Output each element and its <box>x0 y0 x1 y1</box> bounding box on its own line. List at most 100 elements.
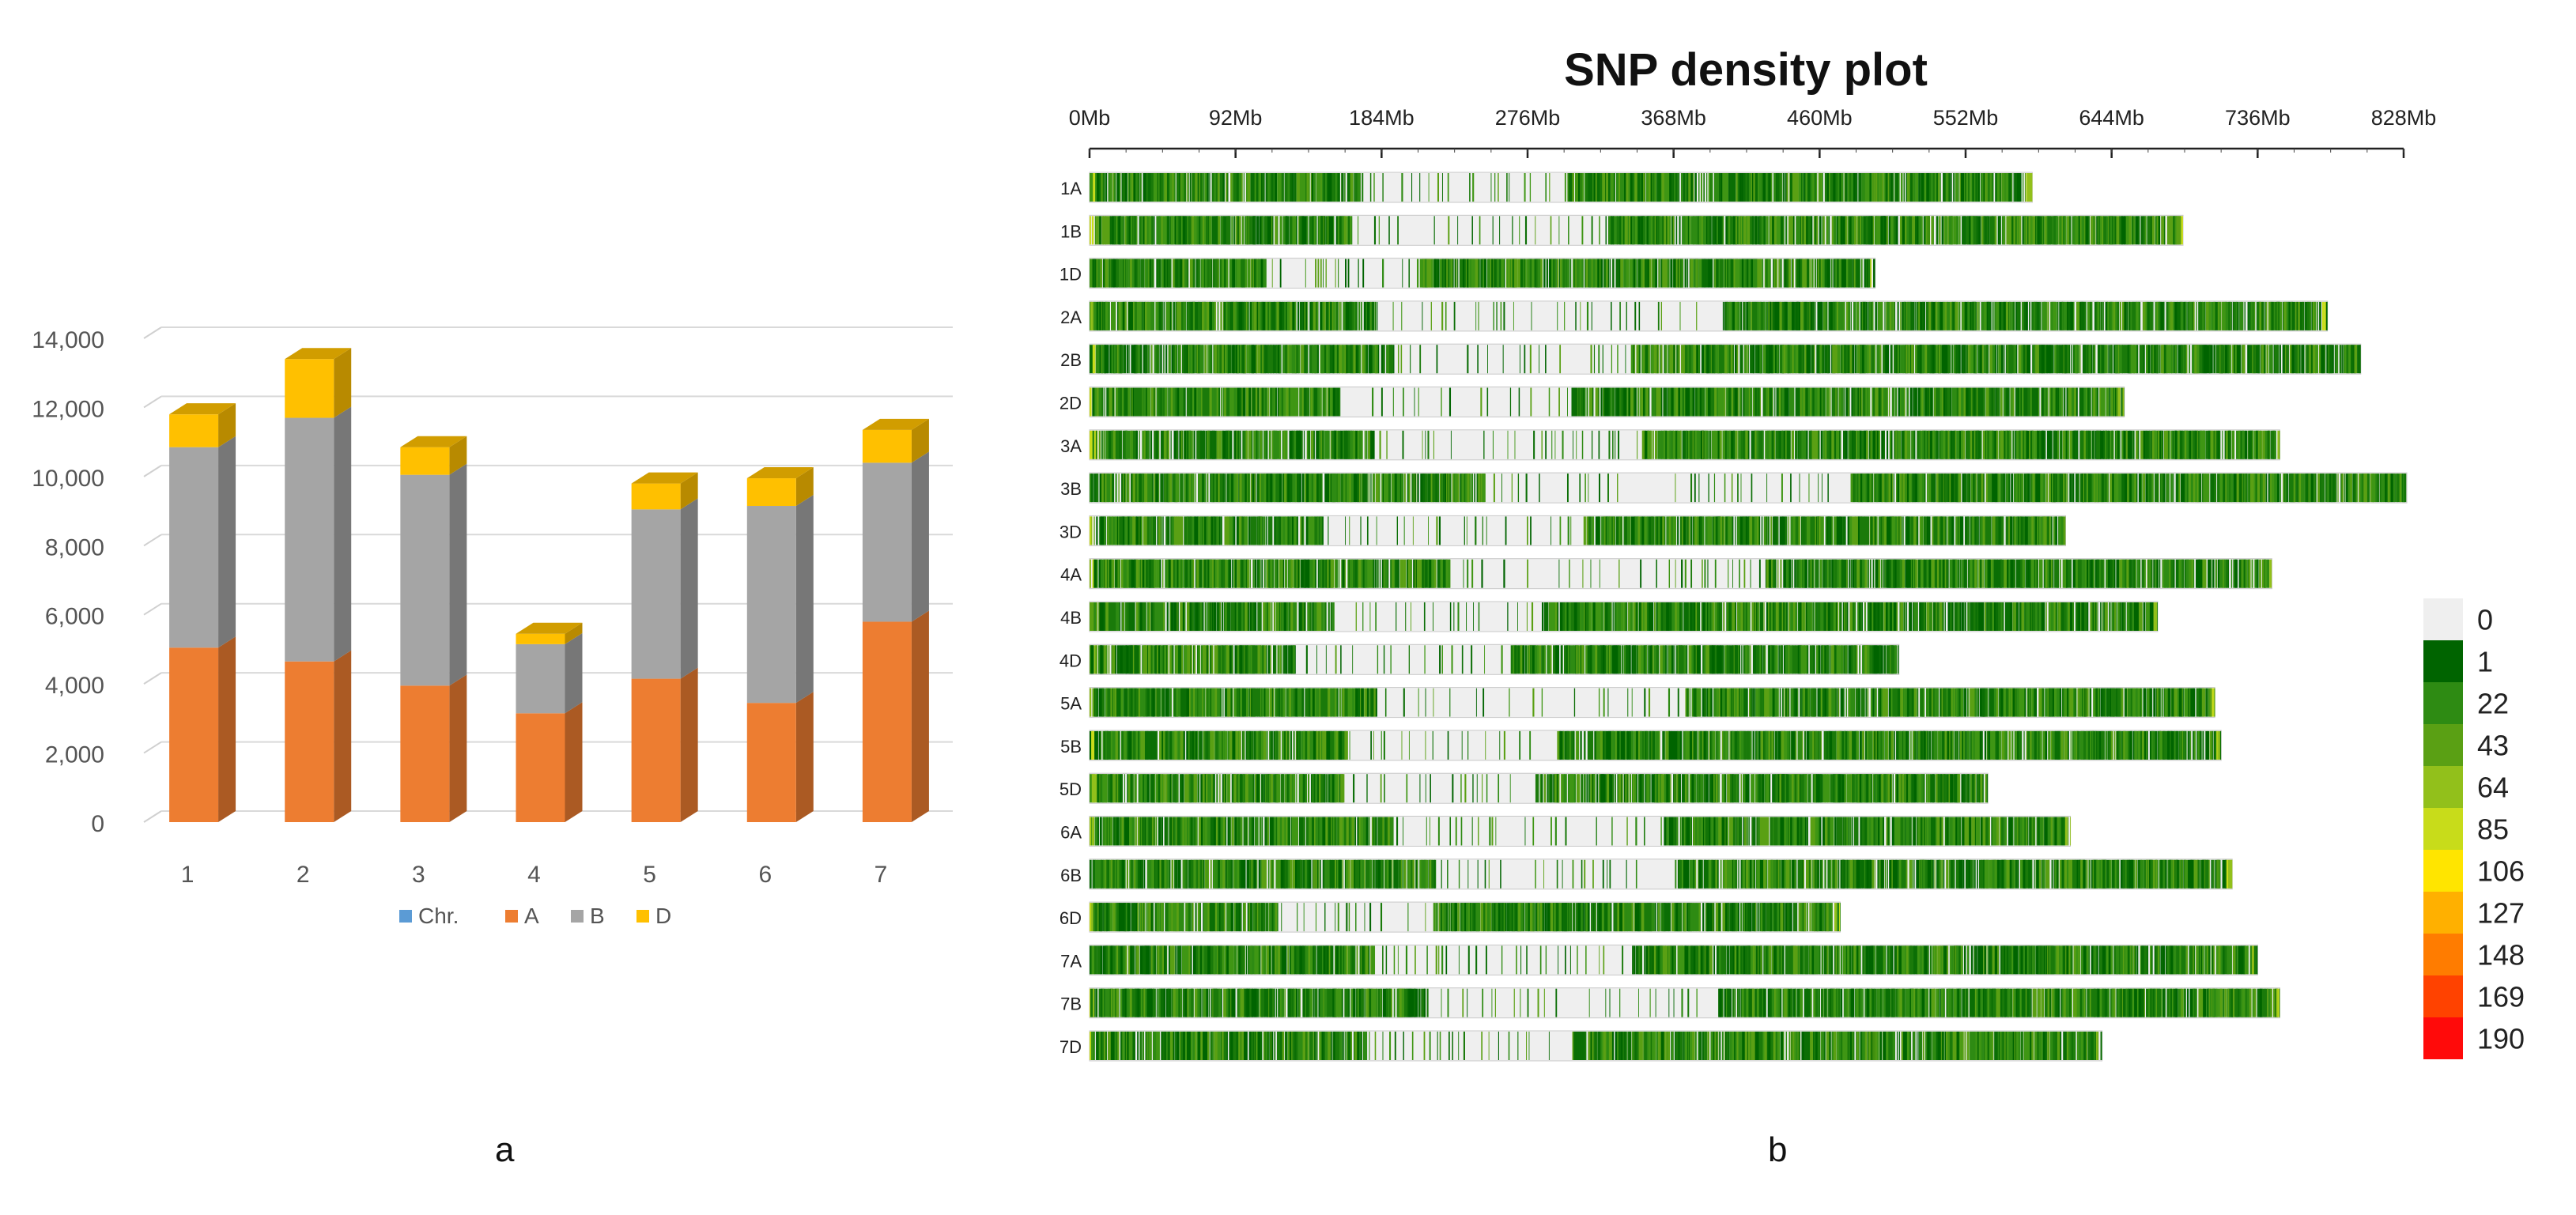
density-strip <box>1860 216 1861 244</box>
density-strip <box>1237 560 1240 588</box>
density-strip <box>2040 474 2043 502</box>
density-strip <box>1263 516 1266 545</box>
density-strip <box>2079 345 2080 373</box>
density-strip <box>1221 216 1222 244</box>
density-strip <box>1237 431 1239 459</box>
density-strip <box>1493 216 1494 244</box>
density-strip <box>2170 302 2174 330</box>
density-strip <box>1829 560 1831 588</box>
density-strip <box>1868 560 1869 588</box>
density-strip <box>2359 474 2360 502</box>
legend-label: B <box>590 904 605 928</box>
density-strip <box>1119 560 1120 588</box>
density-strip <box>1388 560 1389 588</box>
density-strip <box>1617 474 1618 502</box>
density-strip <box>1152 474 1154 502</box>
density-strip <box>1144 516 1146 545</box>
bar-segment <box>863 621 912 822</box>
density-strip <box>1171 602 1174 631</box>
density-strip <box>1628 216 1629 244</box>
density-strip <box>1760 388 1761 417</box>
density-strip <box>1715 560 1717 588</box>
density-strip <box>1169 345 1171 373</box>
density-strip <box>1958 216 1960 244</box>
density-strip <box>1196 560 1199 588</box>
density-strip <box>1303 516 1304 545</box>
density-strip <box>1434 216 1435 244</box>
density-strip <box>1105 259 1108 288</box>
density-strip <box>2317 302 2318 330</box>
density-strip <box>1248 474 1249 502</box>
density-strip <box>2245 302 2246 330</box>
density-strip <box>1429 259 1430 288</box>
density-strip <box>1475 516 1476 545</box>
density-strip <box>1219 602 1220 631</box>
density-strip <box>1128 431 1131 459</box>
density-strip <box>1321 345 1324 373</box>
density-strip <box>1283 560 1285 588</box>
density-strip <box>2033 560 2034 588</box>
density-strip <box>1114 345 1116 373</box>
density-strip <box>1707 560 1708 588</box>
density-strip <box>1351 216 1352 244</box>
density-strip <box>2037 302 2040 330</box>
density-strip <box>1685 560 1686 588</box>
x-tick-label: 368Mb <box>1641 106 1706 130</box>
density-strip <box>1967 216 1969 244</box>
density-strip <box>2097 388 2098 417</box>
density-strip <box>1913 173 1915 202</box>
density-strip <box>1321 602 1324 631</box>
density-strip <box>1296 216 1297 244</box>
density-strip <box>2271 302 2273 330</box>
density-strip <box>2076 388 2078 417</box>
density-strip <box>1545 431 1547 459</box>
density-strip <box>2077 302 2079 330</box>
density-strip <box>1997 474 2000 502</box>
density-strip <box>1256 345 1257 373</box>
density-strip <box>1208 431 1210 459</box>
density-strip <box>1995 345 1996 373</box>
density-strip <box>1272 560 1273 588</box>
density-strip <box>1130 602 1134 631</box>
density-strip <box>1378 345 1379 373</box>
density-strip <box>1143 173 1146 202</box>
density-strip <box>1829 345 1830 373</box>
density-strip <box>1417 474 1418 502</box>
density-strip <box>1171 216 1174 244</box>
density-strip <box>2266 345 2268 373</box>
density-strip <box>1279 602 1280 631</box>
density-strip <box>2145 474 2147 502</box>
density-strip <box>2028 216 2030 244</box>
density-strip <box>1471 560 1473 588</box>
density-strip <box>1637 388 1639 417</box>
density-strip <box>1373 560 1374 588</box>
density-strip <box>2269 560 2272 588</box>
density-strip <box>1218 216 1220 244</box>
density-strip <box>1205 602 1207 631</box>
bar-segment-side <box>218 436 236 648</box>
y-tick-label: 6,000 <box>45 604 104 630</box>
density-strip <box>1411 173 1412 202</box>
density-strip <box>2116 474 2119 502</box>
density-strip <box>2267 560 2269 588</box>
density-strip <box>1504 259 1505 288</box>
density-strip <box>2121 474 2125 502</box>
density-strip <box>1515 259 1518 288</box>
density-strip <box>1324 388 1326 417</box>
density-strip <box>1900 560 1902 588</box>
density-strip <box>1720 259 1724 288</box>
density-strip <box>1945 216 1948 244</box>
density-strip <box>2054 474 2056 502</box>
density-strip <box>1777 516 1779 545</box>
density-strip <box>1916 173 1919 202</box>
density-strip <box>1669 431 1671 459</box>
density-strip <box>2057 302 2059 330</box>
density-strip <box>1184 602 1185 631</box>
density-strip <box>1545 345 1547 373</box>
density-strip <box>2266 302 2268 330</box>
density-strip <box>1823 216 1825 244</box>
density-strip <box>1696 302 1697 330</box>
density-strip <box>1871 431 1872 459</box>
density-strip <box>1274 602 1275 631</box>
density-strip <box>1096 216 1099 244</box>
